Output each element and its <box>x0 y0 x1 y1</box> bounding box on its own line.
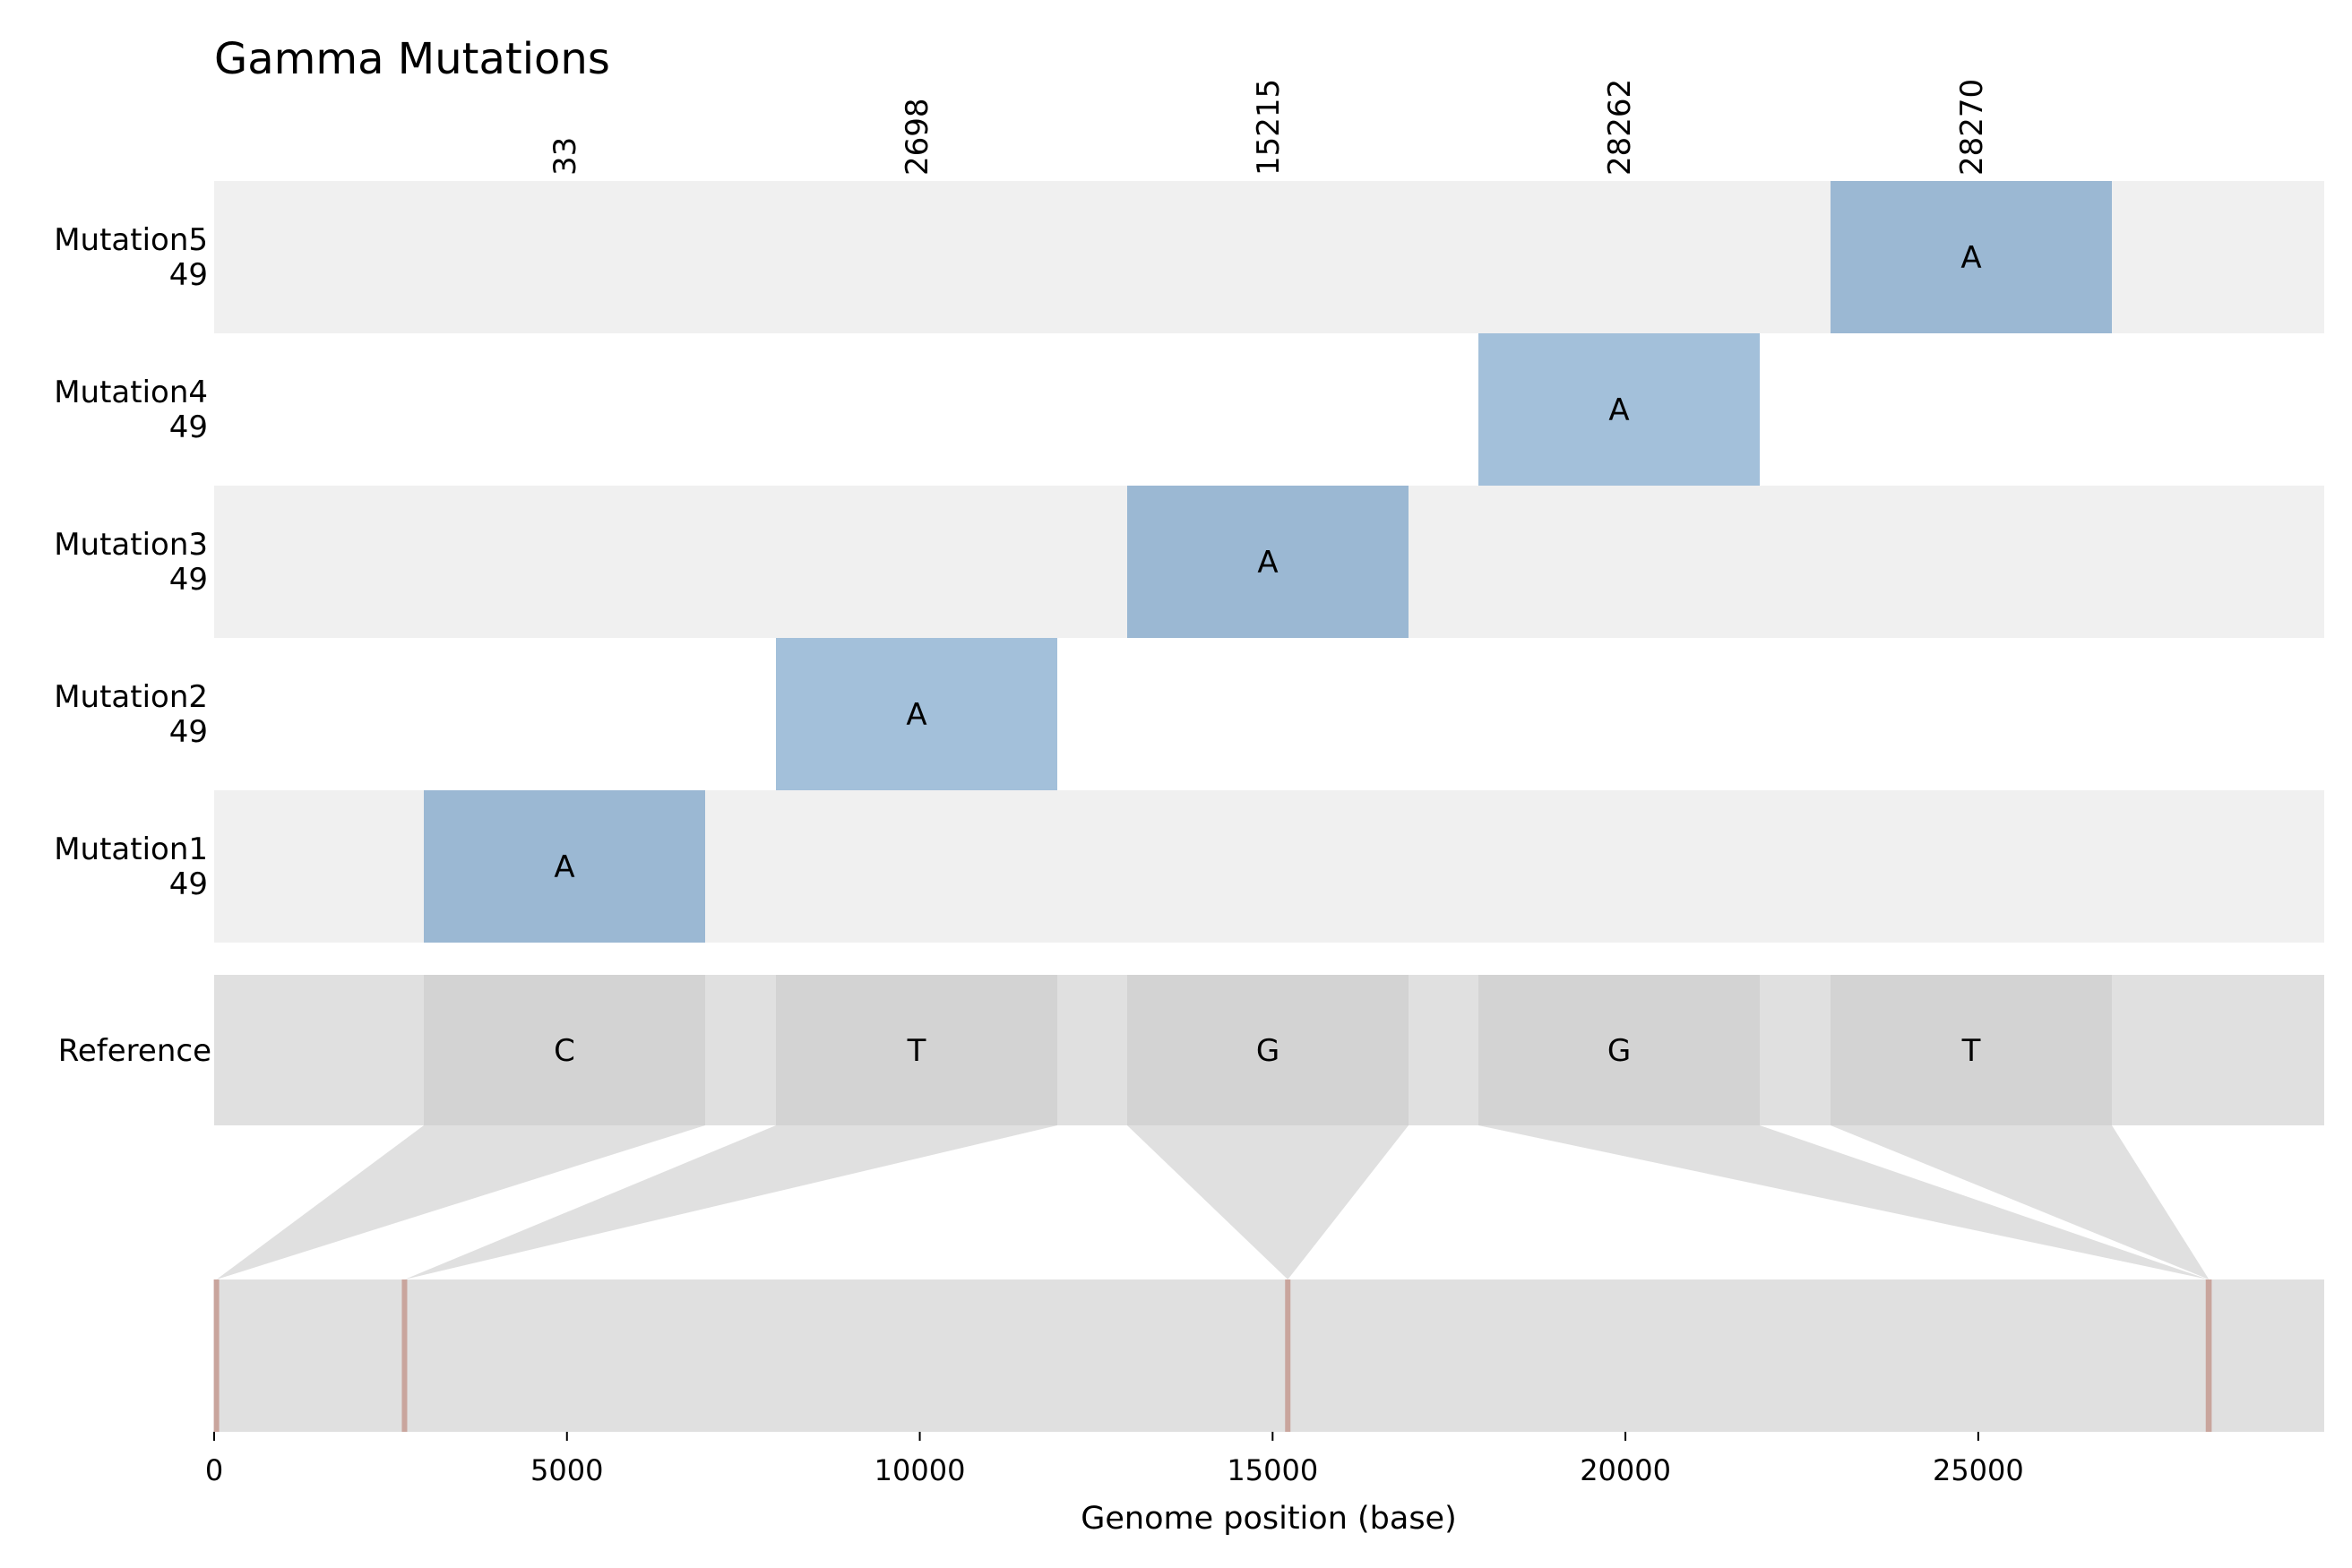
x-tick-label: 15000 <box>1227 1453 1318 1487</box>
reference-track: C T G G T Reference <box>58 975 2324 1125</box>
position-label: 15215 <box>1251 79 1287 176</box>
position-label: 2698 <box>900 98 935 176</box>
row-name-label: Mutation3 <box>54 527 208 563</box>
mutation-cells: A A A A A <box>424 181 2112 943</box>
connector <box>216 1125 706 1279</box>
connector <box>404 1125 1058 1279</box>
x-axis: 0 5000 10000 15000 20000 25000 <box>205 1432 2024 1487</box>
reference-base-label: G <box>1256 1033 1279 1069</box>
row-stripe <box>214 333 2324 486</box>
reference-base-label: G <box>1607 1033 1631 1069</box>
mutation-cell <box>776 638 1057 790</box>
row-name-label: Mutation4 <box>54 375 208 410</box>
row-count-label: 49 <box>169 409 208 445</box>
x-tick-label: 10000 <box>874 1453 966 1487</box>
position-label: 28262 <box>1602 79 1638 176</box>
mutation-base-label: A <box>1257 545 1278 581</box>
mutation-base-label: A <box>906 697 926 733</box>
x-axis-label: Genome position (base) <box>1081 1501 1457 1537</box>
reference-cell <box>1478 975 1760 1125</box>
row-count-label: 49 <box>169 562 208 598</box>
position-labels: 33 2698 15215 28262 28270 <box>547 79 1990 176</box>
mutation-base-label: A <box>1608 392 1629 428</box>
row-name-label: Mutation1 <box>54 831 208 867</box>
reference-cell <box>1127 975 1409 1125</box>
connector <box>1831 1125 2210 1279</box>
reference-cell <box>1831 975 2112 1125</box>
row-name-label: Mutation2 <box>54 679 208 715</box>
mutation-base-label: A <box>1960 240 1981 276</box>
connectors <box>216 1125 2210 1279</box>
reference-base-label: T <box>1961 1033 1981 1069</box>
row-count-label: 49 <box>169 866 208 902</box>
mutation-marker <box>2206 1279 2212 1432</box>
genome-track <box>213 1279 2324 1432</box>
position-label: 33 <box>547 137 583 176</box>
mutation-cell <box>1478 333 1760 486</box>
x-tick-label: 0 <box>205 1453 223 1487</box>
row-labels: Mutation549Mutation449Mutation349Mutatio… <box>54 222 208 902</box>
row-stripe <box>214 638 2324 790</box>
reference-cell <box>776 975 1057 1125</box>
connector <box>1127 1125 1409 1279</box>
reference-base-label: T <box>907 1033 926 1069</box>
mutation-cell <box>1831 181 2112 333</box>
mutation-base-label: A <box>554 849 574 885</box>
reference-cell <box>424 975 705 1125</box>
position-label: 28270 <box>1954 79 1990 176</box>
mutation-marker <box>401 1279 408 1432</box>
chart-title: Gamma Mutations <box>214 34 610 84</box>
mutation-marker <box>1285 1279 1291 1432</box>
connector <box>1478 1125 2209 1279</box>
genome-track-background <box>214 1279 2324 1432</box>
row-count-label: 49 <box>169 714 208 750</box>
mutation-marker <box>213 1279 220 1432</box>
reference-base-label: C <box>554 1033 575 1069</box>
row-count-label: 49 <box>169 257 208 293</box>
x-tick-label: 20000 <box>1580 1453 1671 1487</box>
x-tick-label: 5000 <box>530 1453 603 1487</box>
mutation-cell <box>424 790 705 943</box>
reference-label: Reference <box>58 1033 211 1069</box>
x-tick-label: 25000 <box>1933 1453 2024 1487</box>
mutation-cell <box>1127 486 1409 638</box>
row-name-label: Mutation5 <box>54 222 208 258</box>
